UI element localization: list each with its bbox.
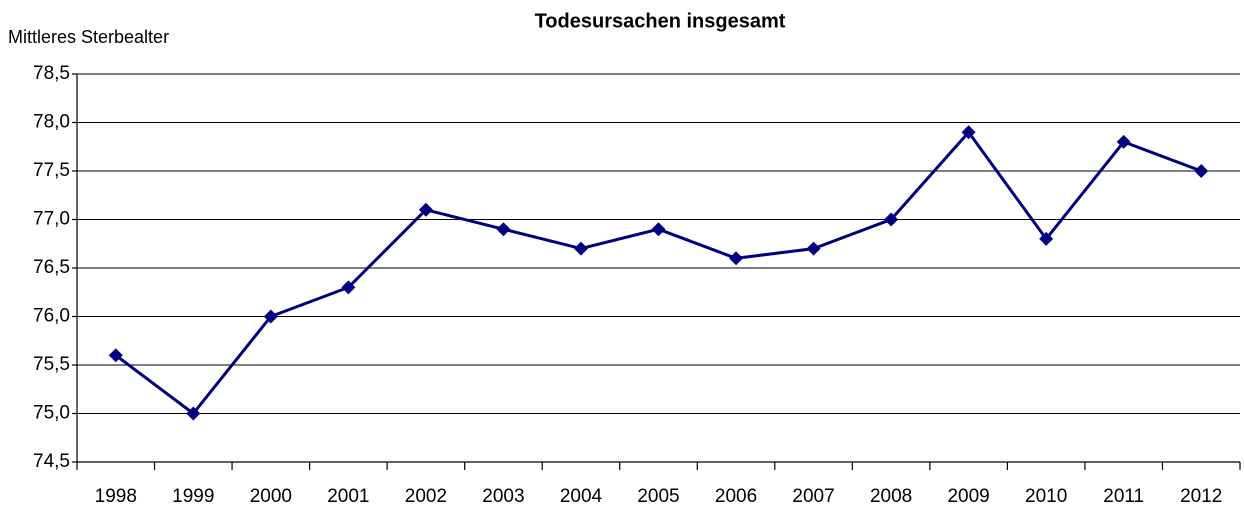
x-tick-label: 2000 [250,486,292,507]
chart-title: Todesursachen insgesamt [535,10,786,32]
y-tick-label: 78,0 [33,112,70,133]
x-tick-label: 2008 [870,486,912,507]
x-tick-label: 2011 [1103,486,1144,507]
y-tick-label: 77,0 [33,209,70,230]
x-tick-label: 2004 [560,486,603,507]
x-tick-label: 2007 [792,486,834,507]
x-tick-label: 2009 [947,486,989,507]
marker [496,222,511,237]
marker [418,202,433,217]
marker [341,280,356,295]
y-tick-label: 77,5 [33,160,70,181]
x-tick-label: 1999 [172,486,214,507]
marker [1194,164,1209,178]
marker [729,251,744,266]
marker [884,212,899,227]
y-tick-label: 76,0 [33,306,70,327]
x-tick-label: 2005 [637,486,679,507]
marker [1116,134,1131,149]
y-tick-label: 75,0 [33,403,70,424]
y-axis-label: Mittleres Sterbealter [8,27,169,47]
y-tick-label: 78,5 [33,63,70,84]
marker [108,348,123,363]
y-tick-label: 76,5 [33,257,70,278]
marker [651,222,666,237]
marker [806,241,821,256]
line [114,130,1202,415]
x-tick-label: 2001 [327,486,369,507]
y-tick-label: 75,5 [33,354,70,375]
x-tick-label: 2010 [1025,486,1067,507]
y-tick-label: 74,5 [33,451,70,472]
x-tick-label: 2003 [482,486,524,507]
marker [186,406,201,421]
x-tick-label: 2006 [715,486,757,507]
marker [961,125,976,140]
marker [263,309,278,324]
x-tick-label: 2012 [1180,486,1222,507]
marker [1039,231,1054,246]
x-tick-label: 2002 [405,486,447,507]
x-tick-label: 1998 [95,486,137,507]
marker [573,241,588,256]
